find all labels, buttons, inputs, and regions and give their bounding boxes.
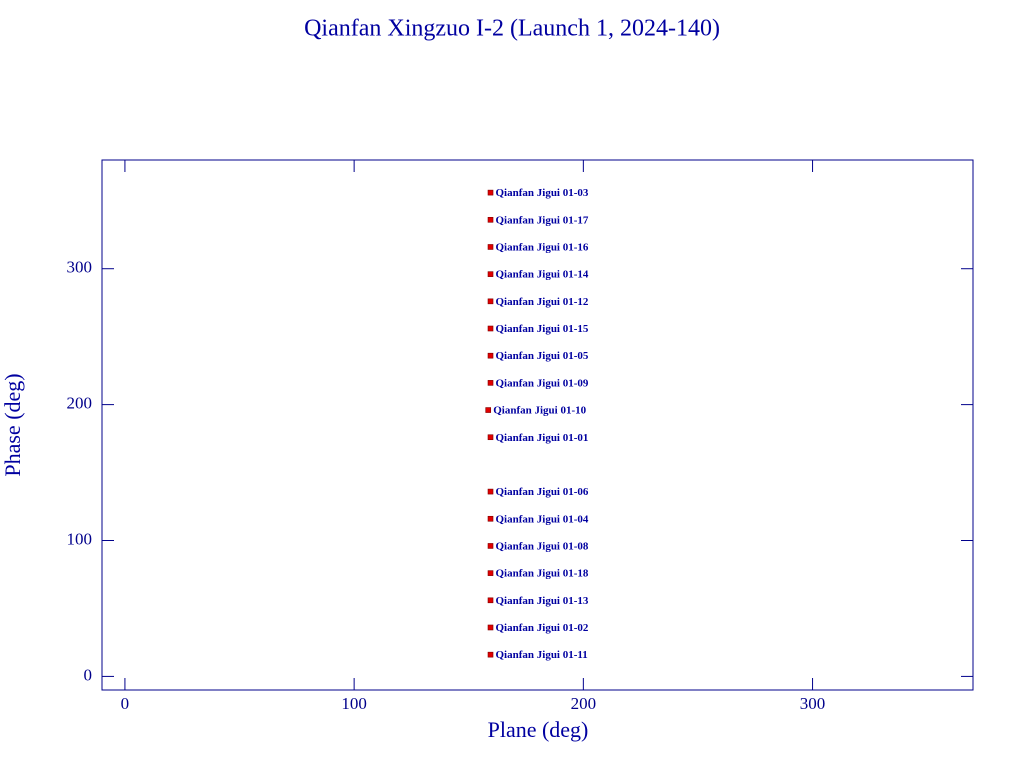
point-label: Qianfan Jigui 01-17 xyxy=(496,214,589,226)
point-label: Qianfan Jigui 01-04 xyxy=(496,513,589,525)
point-label: Qianfan Jigui 01-13 xyxy=(496,595,589,607)
point xyxy=(487,244,494,250)
y-tick-label: 0 xyxy=(84,665,93,684)
x-tick-label: 100 xyxy=(341,694,367,713)
point-label: Qianfan Jigui 01-01 xyxy=(496,432,589,444)
point xyxy=(487,189,494,196)
point-label: Qianfan Jigui 01-02 xyxy=(496,622,589,634)
point xyxy=(487,651,494,658)
y-tick-label: 200 xyxy=(67,394,93,413)
point-label: Qianfan Jigui 01-16 xyxy=(496,242,589,254)
x-tick-label: 300 xyxy=(800,694,826,713)
point xyxy=(487,597,494,604)
point-label: Qianfan Jigui 01-06 xyxy=(496,486,589,498)
point xyxy=(487,488,494,495)
point-label: Qianfan Jigui 01-11 xyxy=(496,649,588,661)
point xyxy=(487,271,494,277)
point xyxy=(487,216,494,223)
point xyxy=(487,434,494,441)
point xyxy=(487,298,494,305)
point xyxy=(487,624,494,631)
y-tick-label: 100 xyxy=(67,529,93,548)
point xyxy=(487,325,494,332)
point-label: Qianfan Jigui 01-18 xyxy=(496,568,589,580)
point xyxy=(487,352,494,359)
point-label: Qianfan Jigui 01-09 xyxy=(496,377,589,389)
point-label: Qianfan Jigui 01-15 xyxy=(496,323,589,335)
point-label: Qianfan Jigui 01-10 xyxy=(493,405,586,417)
point xyxy=(487,543,494,549)
point xyxy=(487,515,494,522)
y-tick-label: 300 xyxy=(67,258,93,277)
point-label: Qianfan Jigui 01-05 xyxy=(496,350,589,362)
point xyxy=(487,380,494,386)
x-axis-label: Plane (deg) xyxy=(488,717,589,742)
point-label: Qianfan Jigui 01-08 xyxy=(496,540,589,552)
x-tick-label: 0 xyxy=(121,694,130,713)
point xyxy=(485,407,492,413)
point xyxy=(487,570,494,576)
chart-title: Qianfan Xingzuo I-2 (Launch 1, 2024-140) xyxy=(304,16,720,42)
plot-frame xyxy=(101,159,974,691)
point-label: Qianfan Jigui 01-14 xyxy=(496,269,589,281)
point-label: Qianfan Jigui 01-03 xyxy=(496,187,589,199)
point-label: Qianfan Jigui 01-12 xyxy=(496,296,589,308)
y-axis-label: Phase (deg) xyxy=(0,373,25,476)
x-tick-label: 200 xyxy=(571,694,597,713)
